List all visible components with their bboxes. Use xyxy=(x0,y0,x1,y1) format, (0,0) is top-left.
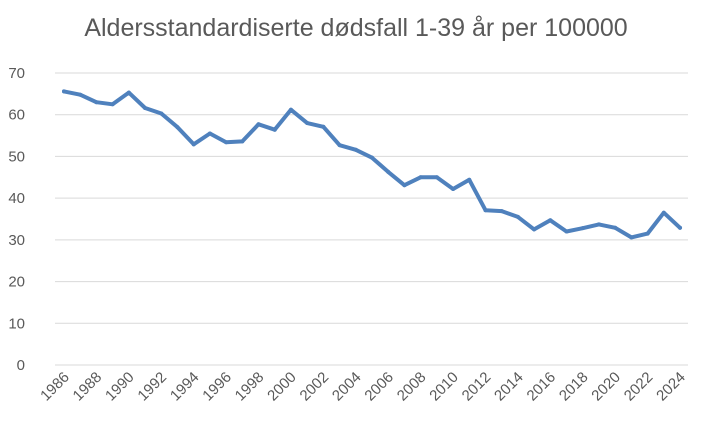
x-tick-label: 1992 xyxy=(134,369,170,405)
data-point-2007 xyxy=(402,183,407,188)
data-point-2024 xyxy=(678,225,682,230)
data-point-1994 xyxy=(191,142,196,147)
data-point-1998 xyxy=(256,122,261,127)
y-tick-label: 60 xyxy=(8,107,25,124)
x-tick-label: 2018 xyxy=(556,369,592,405)
x-tick-label: 2010 xyxy=(426,369,462,405)
data-point-2020 xyxy=(613,225,618,230)
y-axis-ticks: 0 10 20 30 40 50 60 70 xyxy=(8,65,25,374)
data-point-2006 xyxy=(386,169,391,174)
data-point-2005 xyxy=(370,155,374,160)
data-point-2000 xyxy=(288,107,293,112)
y-tick-label: 10 xyxy=(8,315,25,332)
data-point-2022 xyxy=(645,231,650,236)
data-point-2012 xyxy=(483,208,488,213)
data-point-1995 xyxy=(207,131,212,136)
x-tick-label: 2022 xyxy=(621,369,657,405)
y-tick-label: 40 xyxy=(8,190,25,207)
x-tick-label: 2016 xyxy=(524,369,560,405)
x-tick-label: 1998 xyxy=(232,369,268,405)
x-tick-label: 2002 xyxy=(297,369,333,405)
data-point-2021 xyxy=(629,235,634,240)
data-point-1996 xyxy=(224,140,229,145)
y-tick-label: 70 xyxy=(8,65,25,82)
data-point-1992 xyxy=(159,111,164,116)
x-tick-label: 2000 xyxy=(264,369,300,405)
data-point-1989 xyxy=(110,102,115,107)
data-point-1990 xyxy=(126,90,131,95)
data-point-1999 xyxy=(272,127,277,132)
x-tick-label: 2004 xyxy=(329,369,365,405)
data-point-1991 xyxy=(143,106,148,111)
series-layer xyxy=(62,89,682,240)
y-tick-label: 30 xyxy=(8,232,25,249)
chart-title: Aldersstandardiserte dødsfall 1-39 år pe… xyxy=(84,14,628,42)
data-point-2014 xyxy=(515,214,520,219)
data-point-1986 xyxy=(62,89,66,94)
x-axis-ticks: 1986198819901992199419961998200020022004… xyxy=(37,369,689,405)
data-point-2001 xyxy=(305,121,310,126)
x-tick-label: 2006 xyxy=(361,369,397,405)
data-point-2010 xyxy=(451,186,456,191)
y-tick-label: 0 xyxy=(17,357,25,374)
data-point-1988 xyxy=(94,100,99,105)
data-point-2004 xyxy=(353,147,358,152)
y-tick-label: 20 xyxy=(8,274,25,291)
data-point-2009 xyxy=(434,175,439,180)
x-tick-label: 1986 xyxy=(37,369,73,405)
data-point-1993 xyxy=(175,125,180,130)
data-point-1997 xyxy=(240,139,245,144)
x-tick-label: 1990 xyxy=(102,369,138,405)
gridlines xyxy=(55,72,688,366)
data-point-2003 xyxy=(337,143,342,148)
data-point-2019 xyxy=(596,222,601,227)
data-point-2008 xyxy=(418,175,423,180)
x-tick-label: 2024 xyxy=(653,369,689,405)
data-point-2015 xyxy=(532,227,537,232)
x-tick-label: 1994 xyxy=(167,369,203,405)
data-point-1987 xyxy=(78,92,83,97)
data-point-2017 xyxy=(564,229,569,234)
data-point-2018 xyxy=(580,226,585,231)
data-point-2011 xyxy=(467,177,472,182)
x-tick-label: 1996 xyxy=(199,369,235,405)
x-tick-label: 2014 xyxy=(491,369,527,405)
y-tick-label: 50 xyxy=(8,148,25,165)
data-point-2013 xyxy=(499,209,504,214)
x-tick-label: 2008 xyxy=(394,369,430,405)
x-tick-label: 2020 xyxy=(588,369,624,405)
x-tick-label: 2012 xyxy=(459,369,495,405)
data-point-2023 xyxy=(661,210,666,215)
data-point-2002 xyxy=(321,124,326,129)
x-tick-label: 1988 xyxy=(70,369,106,405)
series-line xyxy=(62,89,682,240)
data-point-2016 xyxy=(548,218,553,223)
